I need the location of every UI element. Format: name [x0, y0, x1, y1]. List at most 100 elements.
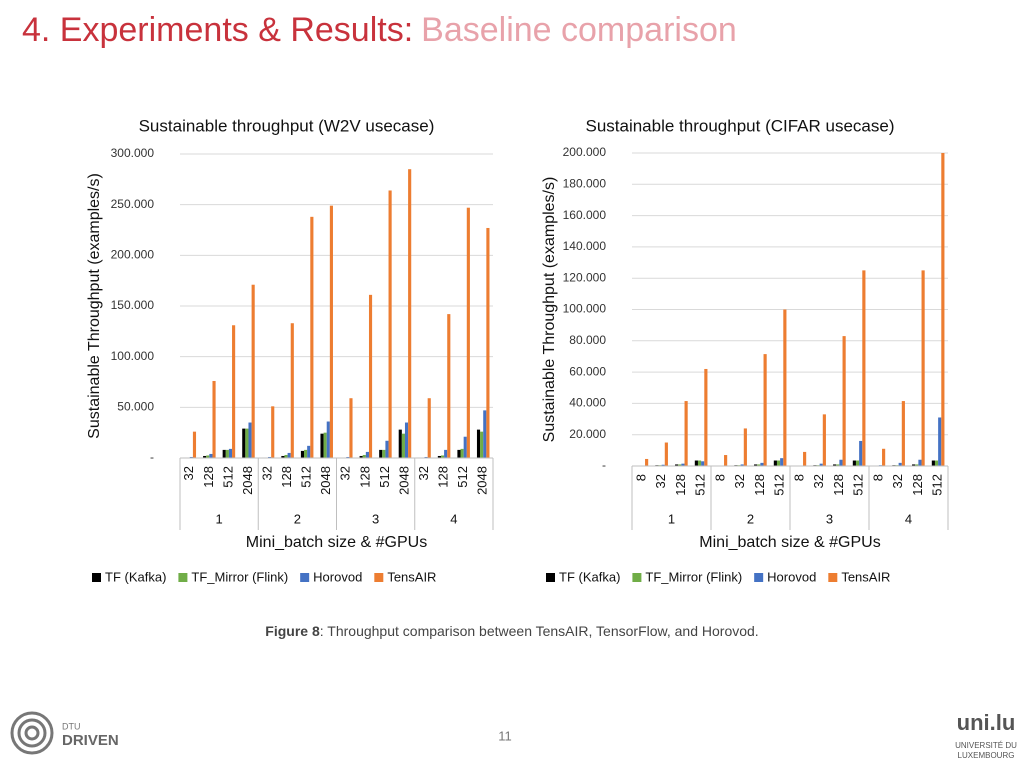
- legend-swatch: [374, 573, 384, 582]
- caption-text: : Throughput comparison between TensAIR,…: [320, 623, 759, 639]
- y-tick-label: -: [602, 458, 606, 472]
- logo-ring: [24, 725, 40, 741]
- bar: [242, 428, 246, 458]
- legend-label: TensAIR: [387, 569, 436, 584]
- bar: [424, 456, 428, 458]
- bar: [385, 440, 389, 458]
- x-tick-label: 32: [653, 474, 668, 488]
- x-tick-label: 8: [712, 474, 727, 481]
- legend-label: Horovod: [313, 569, 362, 584]
- x-tick-label: 512: [930, 474, 945, 496]
- legend-swatch: [546, 573, 555, 582]
- y-tick-label: 150.000: [111, 298, 155, 312]
- x-tick-label: 128: [436, 466, 451, 488]
- bar: [743, 428, 747, 466]
- bar: [466, 207, 470, 458]
- x-tick-label: 32: [416, 466, 431, 480]
- x-tick-label: 128: [673, 474, 688, 496]
- legend-label: TF_Mirror (Flink): [191, 569, 288, 584]
- bar: [724, 455, 728, 466]
- bar: [783, 309, 787, 466]
- bar: [852, 460, 856, 466]
- bar: [803, 451, 807, 466]
- y-tick-label: 80.000: [569, 333, 606, 347]
- y-tick-label: 300.000: [111, 146, 155, 160]
- bar: [915, 464, 919, 466]
- x-tick-label: 8: [870, 474, 885, 481]
- bar: [326, 421, 330, 458]
- logo-ring: [17, 718, 47, 748]
- bar: [822, 414, 826, 466]
- bar: [192, 431, 197, 458]
- bar: [684, 401, 688, 466]
- logo-right: uni.lu UNIVERSITÉ DU LUXEMBOURG: [955, 710, 1017, 760]
- bar: [287, 452, 291, 458]
- y-axis-title: Sustainable Throughput (examples/s): [541, 177, 558, 443]
- bar: [780, 458, 784, 466]
- y-tick-label: 50.000: [117, 400, 154, 414]
- group-label: 1: [668, 511, 675, 526]
- bar: [661, 464, 665, 466]
- legend-swatch: [632, 573, 642, 582]
- bar: [408, 169, 412, 458]
- bar: [901, 401, 905, 466]
- bar: [763, 354, 767, 466]
- chart-title: Sustainable throughput (CIFAR usecase): [585, 116, 894, 135]
- bar: [757, 464, 761, 466]
- legend-label: TF_Mirror (Flink): [645, 569, 742, 584]
- chart: Sustainable throughput (CIFAR usecase) Su…: [541, 116, 949, 584]
- legend-label: TensAIR: [841, 569, 890, 584]
- x-tick-label: 512: [772, 474, 787, 496]
- bar: [225, 449, 229, 458]
- bar: [862, 270, 866, 466]
- x-tick-label: 2048: [475, 466, 490, 495]
- bar: [931, 460, 935, 466]
- bar: [290, 323, 294, 458]
- bar: [281, 455, 285, 458]
- bar: [427, 398, 431, 458]
- slide-title: 4. Experiments & Results: Baseline compar…: [22, 11, 737, 49]
- bar: [368, 294, 373, 458]
- logo-left: DTU DRIVEN: [10, 711, 119, 755]
- bar: [228, 448, 233, 458]
- bar: [362, 454, 366, 458]
- bar: [486, 227, 490, 458]
- legend-swatch: [828, 573, 838, 582]
- bar: [329, 205, 333, 458]
- bar: [460, 448, 464, 458]
- bar: [189, 456, 193, 458]
- logo-line: UNIVERSITÉ DU: [955, 741, 1017, 750]
- legend-swatch: [178, 573, 188, 582]
- bar: [918, 459, 922, 466]
- chart-title: Sustainable throughput (W2V usecase): [139, 116, 435, 135]
- bar: [284, 454, 288, 458]
- bar: [447, 314, 451, 458]
- y-tick-label: 40.000: [569, 396, 606, 410]
- bar: [934, 460, 939, 466]
- bar: [382, 449, 386, 458]
- bar: [437, 455, 441, 458]
- x-tick-label: 512: [299, 466, 314, 488]
- y-tick-label: 60.000: [569, 364, 606, 378]
- bar: [836, 464, 840, 466]
- y-tick-label: 200.000: [111, 248, 155, 262]
- bar: [912, 464, 916, 466]
- bar: [359, 455, 363, 458]
- x-tick-label: 32: [338, 466, 353, 480]
- y-tick-label: 250.000: [111, 197, 155, 211]
- chart: Sustainable throughput (W2V usecase) Sust…: [86, 116, 494, 584]
- title-sub: Baseline comparison: [421, 11, 737, 49]
- x-tick-label: 2048: [240, 466, 255, 495]
- x-tick-label: 2048: [396, 466, 411, 495]
- bar: [941, 153, 945, 466]
- x-tick-label: 128: [357, 466, 372, 488]
- bar: [440, 455, 445, 458]
- bar: [855, 460, 860, 466]
- logo-ring: [10, 711, 54, 755]
- bar: [349, 398, 353, 458]
- group-label: 3: [826, 511, 833, 526]
- logo-text: uni.lu: [957, 710, 1016, 735]
- caption-label: Figure 8: [265, 623, 320, 639]
- bar: [833, 464, 837, 466]
